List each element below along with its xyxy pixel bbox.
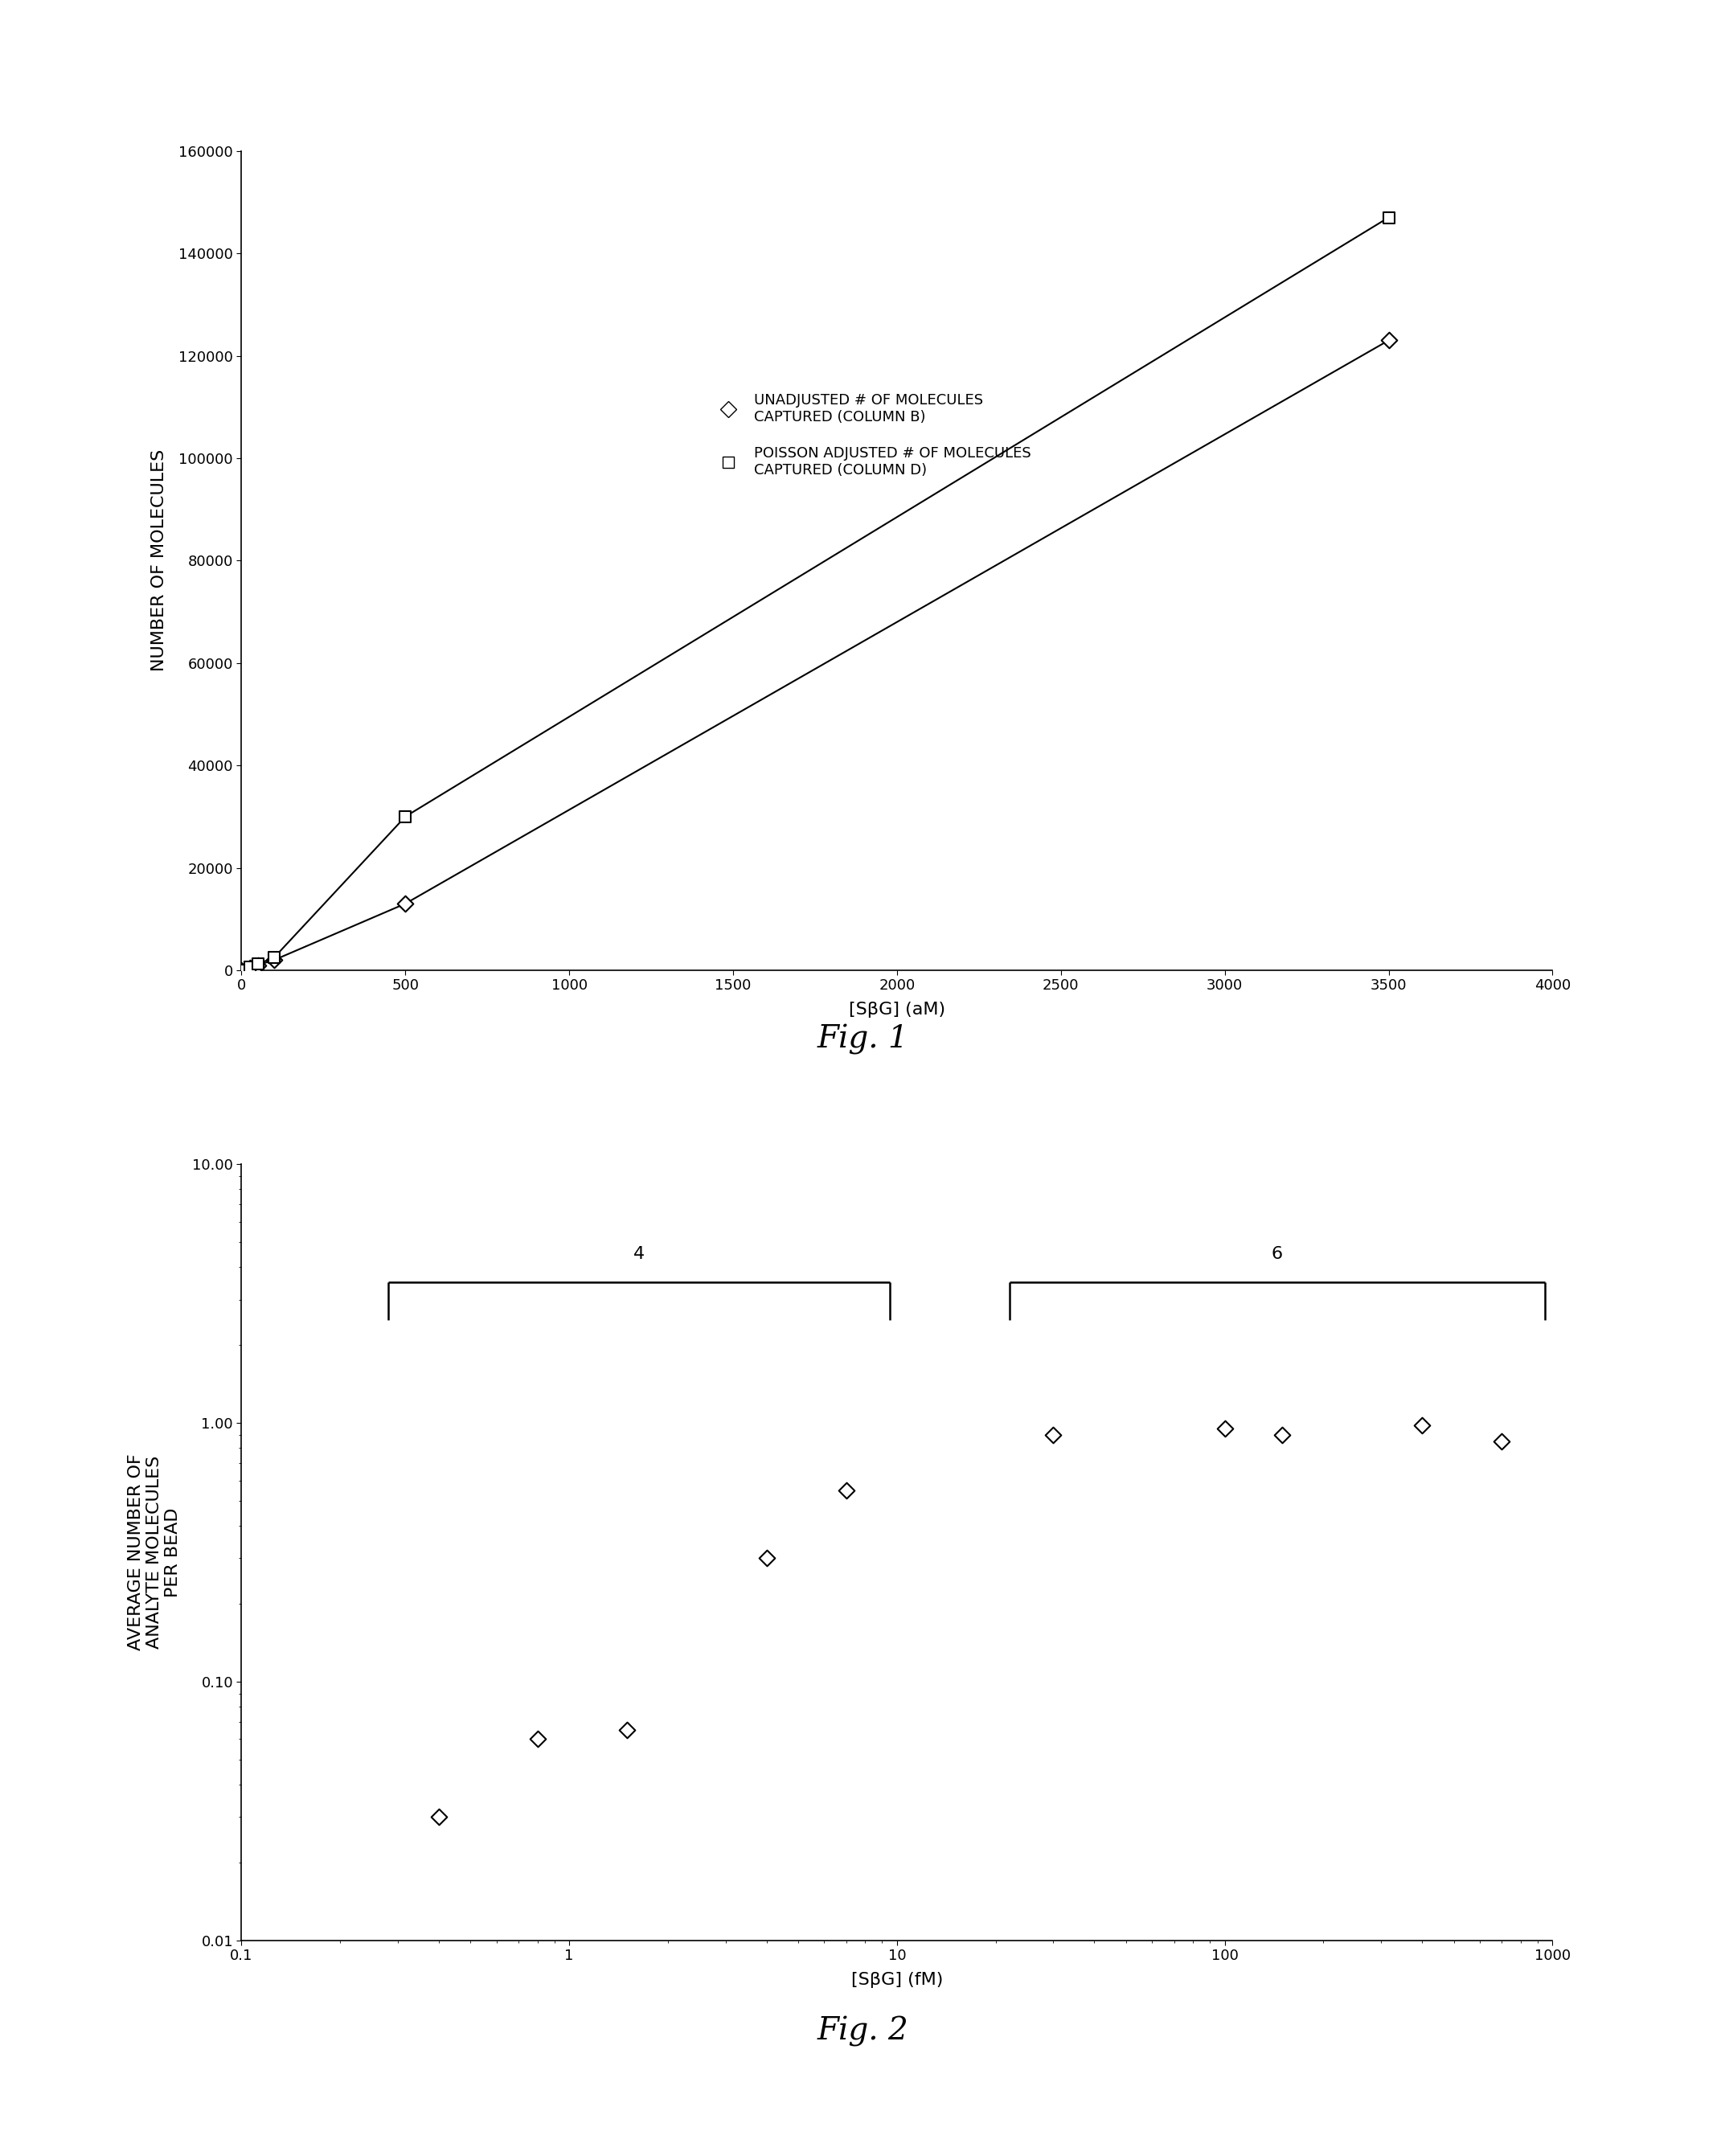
Point xyxy=(245,946,273,981)
Point xyxy=(260,940,288,975)
Text: 4: 4 xyxy=(633,1246,645,1261)
Y-axis label: NUMBER OF MOLECULES: NUMBER OF MOLECULES xyxy=(152,448,167,673)
Point xyxy=(1489,1423,1516,1457)
Text: 6: 6 xyxy=(1271,1246,1283,1261)
Point xyxy=(260,942,288,977)
Point xyxy=(1375,323,1402,358)
Point xyxy=(1408,1408,1435,1442)
Text: Fig. 2: Fig. 2 xyxy=(816,2016,909,2046)
Point xyxy=(228,953,255,987)
Point xyxy=(236,951,264,985)
X-axis label: [SβG] (fM): [SβG] (fM) xyxy=(850,1973,944,1988)
Point xyxy=(612,1712,640,1746)
Point xyxy=(524,1723,552,1757)
Text: Fig. 1: Fig. 1 xyxy=(816,1024,909,1054)
Y-axis label: AVERAGE NUMBER OF
ANALYTE MOLECULES
PER BEAD: AVERAGE NUMBER OF ANALYTE MOLECULES PER … xyxy=(128,1453,181,1651)
Point xyxy=(236,951,264,985)
Point xyxy=(833,1473,861,1507)
Point xyxy=(392,886,419,921)
Point xyxy=(392,800,419,834)
Point xyxy=(1375,201,1402,235)
Legend: UNADJUSTED # OF MOLECULES
CAPTURED (COLUMN B), POISSON ADJUSTED # OF MOLECULES
C: UNADJUSTED # OF MOLECULES CAPTURED (COLU… xyxy=(707,388,1037,483)
Point xyxy=(424,1800,452,1835)
Point xyxy=(245,949,273,983)
Point xyxy=(1268,1416,1295,1451)
Point xyxy=(1211,1412,1239,1447)
Point xyxy=(1040,1416,1068,1451)
Point xyxy=(752,1542,780,1576)
Point xyxy=(228,953,255,987)
X-axis label: [SβG] (aM): [SβG] (aM) xyxy=(849,1003,945,1018)
